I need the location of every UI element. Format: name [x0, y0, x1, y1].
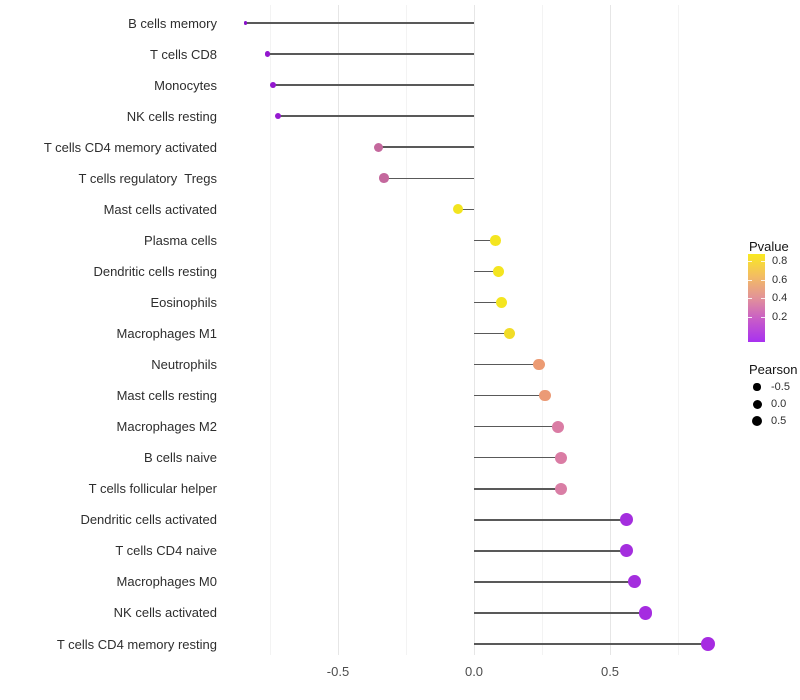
pvalue-tick-label: 0.2 [772, 311, 788, 324]
lollipop-segment [474, 550, 627, 552]
lollipop-segment [474, 456, 562, 459]
y-axis-label: Dendritic cells resting [93, 263, 217, 279]
lollipop-dot [379, 173, 390, 184]
lollipop-dot [638, 606, 653, 620]
lollipop-segment [474, 581, 635, 583]
gridline-minor [406, 5, 407, 655]
x-tick-label: -0.5 [326, 664, 350, 679]
lollipop-dot [452, 204, 463, 215]
gridline-major [474, 5, 475, 655]
lollipop-dot [495, 296, 507, 308]
lollipop-segment [278, 115, 474, 117]
pvalue-colorbar-tick [761, 298, 765, 300]
lollipop-segment [474, 363, 540, 366]
lollipop-segment [474, 394, 545, 397]
lollipop-segment [474, 332, 510, 335]
pvalue-tick-label: 0.4 [772, 292, 788, 305]
pvalue-colorbar-tick [761, 317, 765, 319]
pearson-size-label: 0.5 [771, 415, 787, 427]
lollipop-dot [374, 142, 384, 152]
gridline-major [610, 5, 611, 655]
pvalue-legend-title: Pvalue [749, 239, 789, 254]
y-axis-label: Macrophages M2 [116, 419, 217, 435]
y-axis-label: NK cells activated [113, 605, 217, 621]
y-axis-label: Dendritic cells activated [80, 512, 217, 528]
lollipop-dot [538, 389, 551, 402]
y-axis-label: T cells CD4 memory resting [56, 636, 217, 652]
lollipop-dot [619, 513, 633, 527]
lollipop-dot [269, 82, 276, 88]
y-axis-label: T cells CD4 memory activated [43, 139, 217, 155]
lollipop-segment [267, 53, 474, 55]
y-axis-label: T cells CD8 [150, 46, 217, 62]
lollipop-segment [474, 519, 627, 521]
pvalue-colorbar-tick [748, 261, 752, 262]
lollipop-segment [474, 301, 502, 304]
pearson-size-dot [752, 399, 762, 409]
lollipop-segment [245, 22, 474, 24]
lollipop-dot [264, 51, 270, 57]
lollipop-dot [490, 235, 502, 246]
y-axis-label: Macrophages M1 [116, 326, 217, 341]
x-tick-label: 0.0 [464, 664, 484, 679]
pvalue-tick-label: 0.6 [772, 273, 788, 286]
lollipop-segment [457, 208, 474, 211]
pearson-size-label: 0.0 [771, 398, 787, 410]
pvalue-colorbar-tick [748, 279, 752, 281]
pearson-size-label: -0.5 [771, 381, 790, 393]
pvalue-colorbar-tick [761, 279, 765, 281]
lollipop-dot [619, 544, 633, 558]
lollipop-segment [474, 239, 496, 242]
lollipop-dot [554, 482, 568, 495]
lollipop-segment [474, 488, 562, 490]
y-axis-label: Mast cells resting [116, 388, 217, 404]
y-axis-label: B cells memory [128, 15, 217, 31]
y-axis-label: Monocytes [154, 77, 217, 93]
y-axis-label: B cells naive [144, 450, 217, 466]
pvalue-colorbar-tick [761, 261, 765, 262]
gridline-minor [678, 5, 679, 655]
lollipop-segment [474, 612, 646, 614]
lollipop-segment [378, 146, 474, 148]
lollipop-dot [533, 358, 546, 371]
y-axis-label: Eosinophils [150, 294, 218, 310]
y-axis-label: T cells follicular helper [88, 481, 217, 497]
lollipop-segment [474, 425, 559, 428]
lollipop-segment [474, 270, 499, 273]
lollipop-dot [274, 112, 282, 120]
y-axis-label: T cells regulatory Tregs [78, 170, 217, 186]
lollipop-segment [272, 84, 474, 86]
pearson-legend-title: Pearson [749, 362, 798, 377]
y-axis-label: Neutrophils [151, 357, 217, 373]
lollipop-segment [474, 643, 708, 645]
lollipop-dot [700, 637, 715, 651]
lollipop-dot [503, 327, 515, 340]
y-axis-label: Plasma cells [144, 232, 217, 248]
lollipop-dot [554, 451, 568, 464]
y-axis-label: NK cells resting [126, 108, 217, 124]
x-tick-label: 0.5 [600, 664, 620, 679]
pvalue-colorbar-tick [748, 298, 752, 300]
pearson-size-dot [751, 415, 763, 427]
lollipop-dot [627, 575, 642, 589]
y-axis-label: Macrophages M0 [116, 574, 217, 590]
lollipop-dot [493, 266, 504, 277]
gridline-minor [542, 5, 543, 655]
pvalue-tick-label: 0.8 [772, 255, 788, 267]
lollipop-segment [384, 177, 474, 179]
gridline-major [338, 5, 339, 655]
gridline-minor [270, 5, 271, 655]
lollipop-dot [552, 420, 565, 433]
pearson-size-dot [753, 383, 761, 391]
y-axis-label: T cells CD4 naive [115, 543, 217, 559]
pvalue-colorbar-tick [748, 317, 752, 319]
pvalue-colorbar [748, 254, 765, 342]
lollipop-dot [243, 21, 248, 25]
y-axis-label: Mast cells activated [103, 201, 217, 217]
